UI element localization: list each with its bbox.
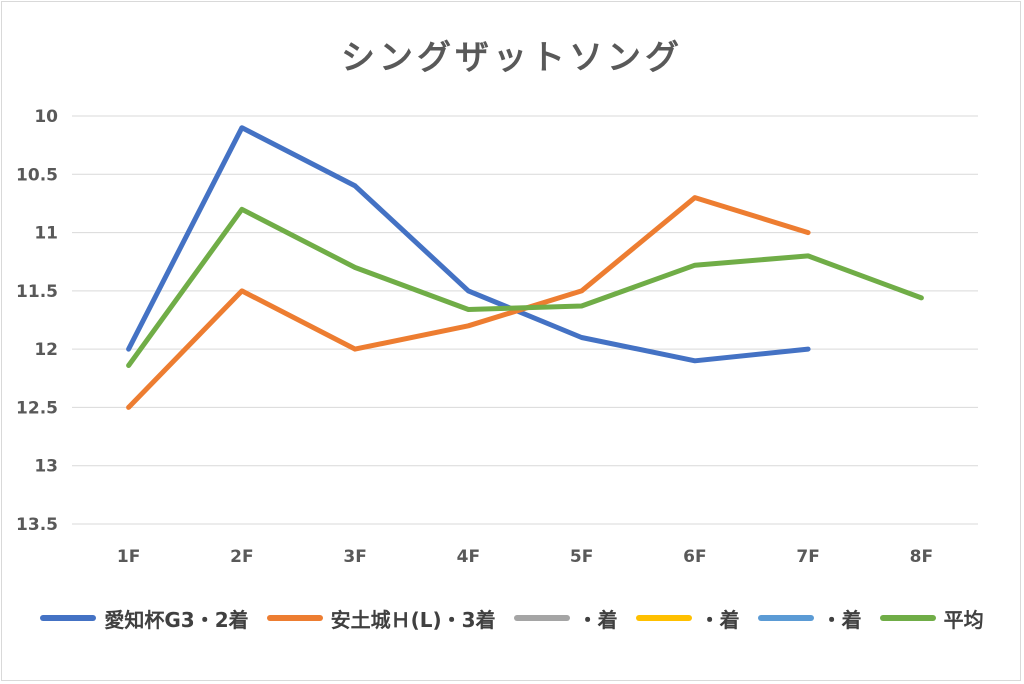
legend-label: ・着 — [577, 607, 618, 632]
legend-label: ・着 — [821, 607, 862, 632]
legend-item: 安土城Ｈ(L)・3着 — [266, 604, 496, 633]
y-tick-label: 10.5 — [16, 165, 58, 185]
x-tick-label: 7F — [796, 547, 819, 567]
legend-label: 安土城Ｈ(L)・3着 — [330, 607, 496, 632]
legend-swatch — [513, 615, 570, 621]
x-tick-label: 8F — [910, 547, 933, 567]
x-tick-label: 3F — [343, 547, 366, 567]
x-tick-label: 4F — [457, 547, 480, 567]
legend-item: ・着 — [513, 604, 618, 633]
series-lines — [126, 125, 924, 410]
y-tick-label: 13 — [34, 457, 58, 477]
legend: 愛知杯G3・2着 安土城Ｈ(L)・3着 ・着 ・着 ・着 平均 — [0, 598, 1024, 638]
x-axis-ticks: 1F 2F 3F 4F 5F 6F 7F 8F — [117, 547, 933, 567]
legend-item: ・着 — [757, 604, 862, 633]
x-tick-label: 5F — [570, 547, 593, 567]
legend-swatch — [266, 615, 323, 621]
legend-label: 愛知杯G3・2着 — [104, 607, 249, 632]
legend-swatch — [635, 615, 692, 621]
legend-swatch — [757, 615, 814, 621]
y-tick-label: 11 — [34, 224, 58, 244]
series-line-1 — [126, 195, 811, 410]
legend-label: 平均 — [943, 607, 984, 632]
legend-swatch — [879, 615, 936, 621]
series-line-5 — [126, 206, 924, 368]
legend-swatch — [40, 615, 97, 621]
y-tick-label: 10 — [34, 107, 58, 127]
y-axis-ticks: 10 10.5 11 11.5 12 12.5 13 13.5 — [16, 107, 58, 535]
y-tick-label: 12.5 — [16, 398, 58, 418]
x-tick-label: 2F — [230, 547, 253, 567]
legend-item: 平均 — [879, 604, 984, 633]
y-tick-label: 13.5 — [16, 515, 58, 535]
legend-label: ・着 — [699, 607, 740, 632]
chart-title: シングザットソング — [341, 38, 683, 78]
y-tick-label: 12 — [34, 340, 58, 360]
legend-item: ・着 — [635, 604, 740, 633]
legend-item: 愛知杯G3・2着 — [40, 604, 249, 633]
series-line-0 — [126, 125, 811, 364]
x-tick-label: 1F — [117, 547, 140, 567]
y-tick-label: 11.5 — [16, 282, 58, 302]
x-tick-label: 6F — [683, 547, 706, 567]
gridlines — [72, 115, 978, 525]
